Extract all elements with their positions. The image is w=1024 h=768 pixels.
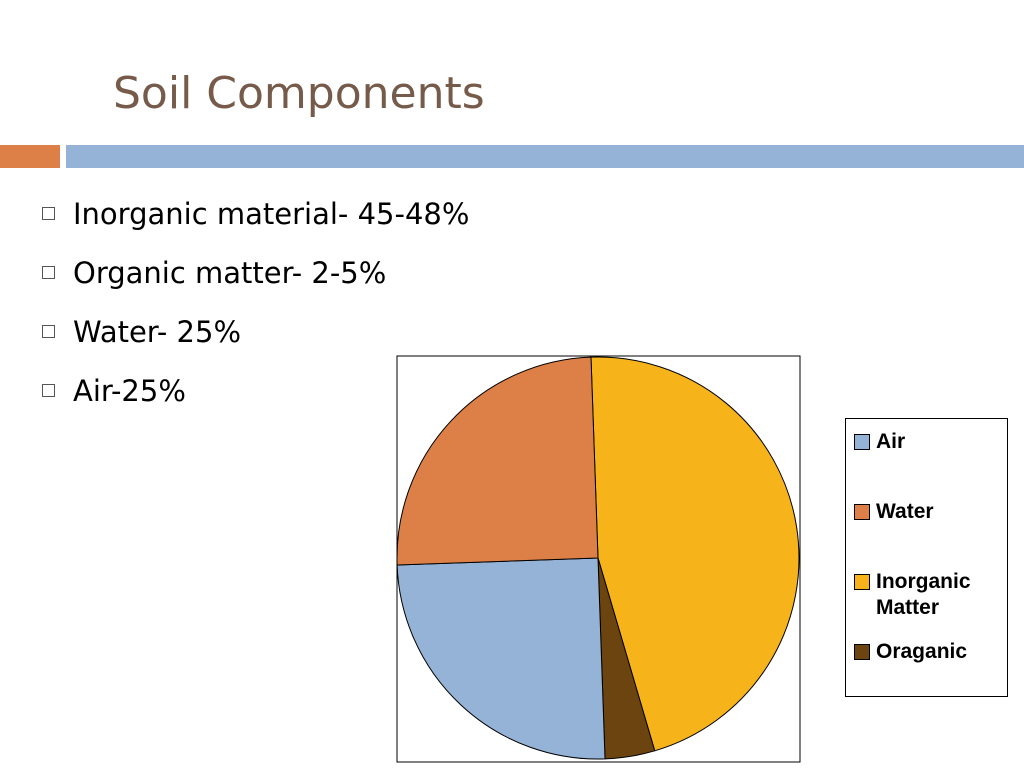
- legend-label: Water: [876, 500, 934, 523]
- pie-slice: [590, 356, 800, 752]
- accent-bar: [0, 145, 60, 168]
- bullet: Water- 25%: [40, 310, 480, 354]
- legend-label: Inorganic Matter: [876, 570, 971, 619]
- legend-label: Air: [876, 430, 906, 453]
- legend-swatch: [854, 644, 870, 660]
- accent-bar: [66, 145, 1024, 168]
- legend-swatch: [854, 574, 870, 590]
- legend-item: Oraganic: [854, 639, 1001, 709]
- legend-swatch: [854, 504, 870, 520]
- legend-item: Inorganic Matter: [854, 569, 1001, 639]
- bullet-list: Inorganic material- 45-48% Organic matter…: [40, 192, 480, 428]
- legend-swatch: [854, 434, 870, 450]
- legend-item: Water: [854, 499, 1001, 569]
- pie-slice: [597, 557, 656, 760]
- legend-item: Air: [854, 429, 1001, 499]
- legend-label: Oraganic: [876, 640, 968, 663]
- bullet: Air-25%: [40, 369, 480, 413]
- bullet: Organic matter- 2-5%: [40, 251, 480, 295]
- bullet: Inorganic material- 45-48%: [40, 192, 480, 236]
- slide-title: Soil Components: [113, 68, 485, 119]
- pie-slice: [396, 557, 606, 760]
- legend: Air Water Inorganic Matter Oraganic: [845, 418, 1008, 697]
